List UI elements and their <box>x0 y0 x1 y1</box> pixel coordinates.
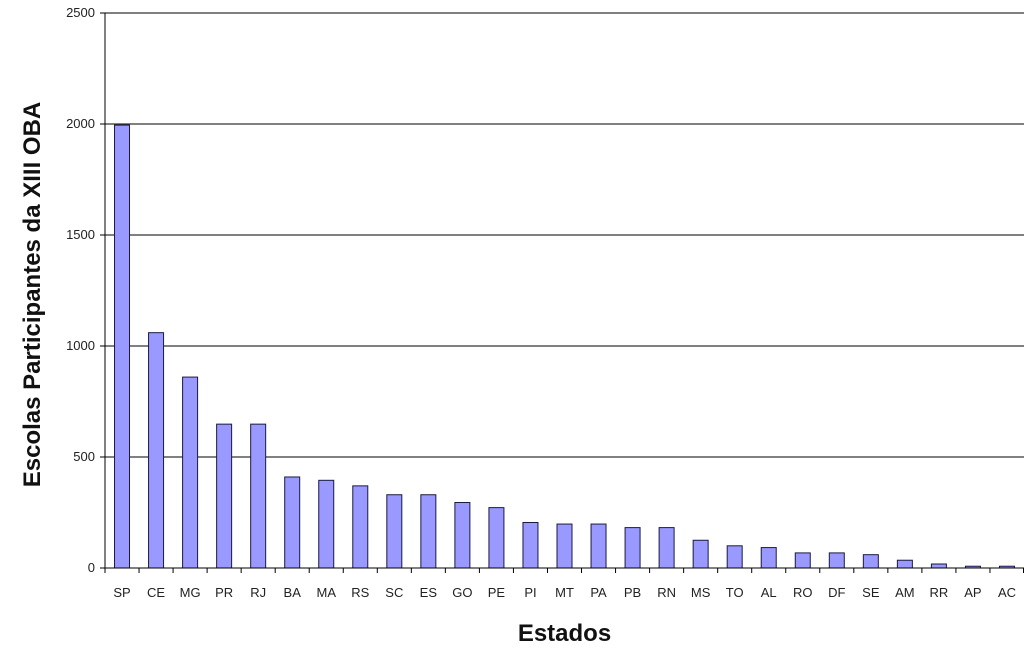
x-tick-label: SE <box>862 585 880 600</box>
bar-sp <box>114 124 131 569</box>
x-tick-label: PB <box>624 585 641 600</box>
x-tick-label: MG <box>180 585 201 600</box>
bar-mt <box>556 523 573 569</box>
x-tick-label: AL <box>761 585 777 600</box>
y-axis-label: Escolas Participantes da XIII OBA <box>19 102 46 487</box>
bar-sc <box>386 494 403 569</box>
bar-to <box>726 545 743 569</box>
x-tick-label: BA <box>284 585 302 600</box>
y-tick-label: 0 <box>88 560 95 575</box>
x-tick-label: PE <box>488 585 506 600</box>
x-tick-label: TO <box>726 585 744 600</box>
x-tick-label: AC <box>998 585 1016 600</box>
bar-ba <box>284 476 301 569</box>
y-tick-label: 1500 <box>66 227 95 242</box>
bar-mg <box>182 376 199 569</box>
y-axis-ticks: 0 500 1000 1500 2000 2500 <box>66 5 105 575</box>
x-tick-label: PI <box>524 585 536 600</box>
x-axis-label: Estados <box>518 620 611 647</box>
bar-rs <box>352 485 369 569</box>
x-tick-label: MA <box>316 585 336 600</box>
bar-ce <box>148 332 165 569</box>
x-tick-label: MT <box>555 585 574 600</box>
bar-pr <box>216 423 233 569</box>
x-tick-label: RS <box>351 585 369 600</box>
x-tick-label: RN <box>657 585 676 600</box>
y-tick-label: 500 <box>73 449 95 464</box>
bar-pi <box>522 521 539 569</box>
bar-pa <box>590 523 607 569</box>
gridlines <box>105 12 1024 458</box>
bar-am <box>896 559 913 569</box>
x-tick-label: CE <box>147 585 165 600</box>
bar-pe <box>488 507 505 569</box>
bar-ro <box>794 552 811 569</box>
x-tick-label: AP <box>964 585 981 600</box>
bar-rr <box>930 563 947 569</box>
x-axis-ticks: SP CE MG PR RJ BA MA RS SC ES GO PE PI MT PA PB RN MS TO AL… <box>104 568 1024 600</box>
bar-df <box>828 552 845 569</box>
y-tick-label: 2500 <box>66 5 95 20</box>
bar-al <box>760 547 777 569</box>
x-tick-label: DF <box>828 585 845 600</box>
bar-rj <box>250 423 267 569</box>
bar-ma <box>318 479 335 569</box>
x-tick-label: MS <box>691 585 711 600</box>
x-tick-label: ES <box>420 585 438 600</box>
y-tick-label: 1000 <box>66 338 95 353</box>
y-tick-label: 2000 <box>66 116 95 131</box>
x-tick-label: PA <box>590 585 607 600</box>
bar-go <box>454 502 471 569</box>
x-tick-label: RJ <box>250 585 266 600</box>
x-tick-label: PR <box>215 585 233 600</box>
bar-rn <box>658 527 675 569</box>
x-tick-label: AM <box>895 585 915 600</box>
x-tick-label: SC <box>385 585 403 600</box>
bar-es <box>420 494 437 569</box>
bar-ms <box>692 539 709 569</box>
bars <box>114 124 1015 569</box>
bar-pb <box>624 527 641 569</box>
x-tick-label: RR <box>930 585 949 600</box>
x-tick-label: GO <box>452 585 472 600</box>
x-tick-label: SP <box>113 585 130 600</box>
bar-se <box>862 554 879 569</box>
x-tick-label: RO <box>793 585 813 600</box>
